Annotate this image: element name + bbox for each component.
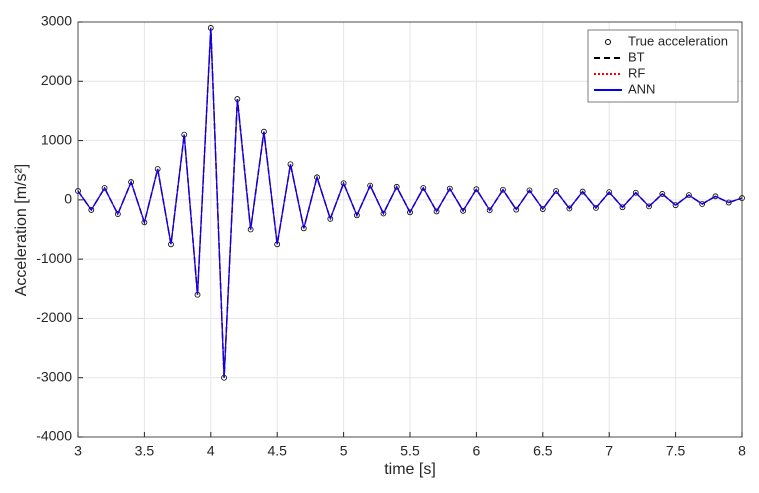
y-tick-label: 1000 bbox=[41, 131, 72, 147]
data-point bbox=[486, 207, 493, 214]
x-tick-label: 3 bbox=[74, 443, 82, 459]
data-point bbox=[327, 215, 334, 222]
data-point bbox=[685, 192, 692, 199]
x-tick-label: 6 bbox=[473, 443, 481, 459]
x-tick-label: 7.5 bbox=[666, 443, 686, 459]
data-point bbox=[593, 204, 599, 211]
x-tick-label: 5 bbox=[340, 443, 348, 459]
data-point bbox=[446, 185, 453, 192]
data-point bbox=[526, 187, 533, 194]
y-tick-label: 0 bbox=[64, 191, 72, 207]
data-point bbox=[712, 193, 719, 200]
data-point bbox=[340, 180, 347, 187]
x-tick-label: 7 bbox=[605, 443, 613, 459]
y-tick-label: -2000 bbox=[36, 309, 72, 325]
data-point bbox=[606, 189, 613, 196]
legend-label: BT bbox=[628, 49, 645, 64]
axes-box bbox=[77, 21, 743, 438]
data-point bbox=[699, 201, 706, 207]
data-point bbox=[659, 191, 666, 197]
data-point bbox=[539, 206, 546, 212]
data-point bbox=[380, 210, 387, 217]
data-point bbox=[500, 186, 506, 193]
data-point bbox=[672, 202, 679, 209]
data-point bbox=[632, 189, 639, 196]
y-axis-label: Acceleration [m/s²] bbox=[13, 164, 30, 296]
data-point bbox=[88, 207, 95, 213]
data-point bbox=[367, 182, 374, 189]
data-point bbox=[101, 185, 108, 191]
x-tick-label: 6.5 bbox=[533, 443, 553, 459]
y-tick-label: -3000 bbox=[36, 368, 72, 384]
legend-label: RF bbox=[628, 65, 645, 80]
series-line bbox=[77, 27, 743, 378]
data-point bbox=[114, 211, 121, 217]
data-point bbox=[513, 206, 520, 213]
x-tick-label: 3.5 bbox=[135, 443, 155, 459]
y-tick-label: -1000 bbox=[36, 250, 72, 266]
data-point bbox=[433, 208, 440, 215]
data-point bbox=[460, 207, 467, 214]
data-point bbox=[393, 183, 400, 190]
data-point bbox=[579, 188, 586, 195]
data-point bbox=[407, 209, 413, 216]
legend-marker bbox=[605, 39, 611, 45]
x-tick-label: 4.5 bbox=[267, 443, 287, 459]
y-tick-label: -4000 bbox=[36, 428, 72, 444]
legend-label: ANN bbox=[628, 81, 655, 96]
data-point bbox=[128, 179, 135, 185]
data-point bbox=[619, 204, 626, 211]
y-tick-label: 2000 bbox=[41, 72, 72, 88]
x-tick-label: 4 bbox=[207, 443, 215, 459]
x-axis-label: time [s] bbox=[384, 461, 436, 478]
data-point bbox=[553, 188, 559, 194]
x-tick-label: 5.5 bbox=[400, 443, 420, 459]
data-point bbox=[646, 203, 652, 210]
x-tick-label: 8 bbox=[738, 443, 746, 459]
data-point bbox=[353, 212, 360, 219]
data-point bbox=[566, 205, 573, 212]
y-tick-label: 3000 bbox=[41, 13, 72, 29]
data-point bbox=[725, 199, 732, 206]
legend-label: True acceleration bbox=[628, 33, 728, 48]
data-point bbox=[473, 186, 480, 193]
data-point bbox=[420, 185, 427, 191]
